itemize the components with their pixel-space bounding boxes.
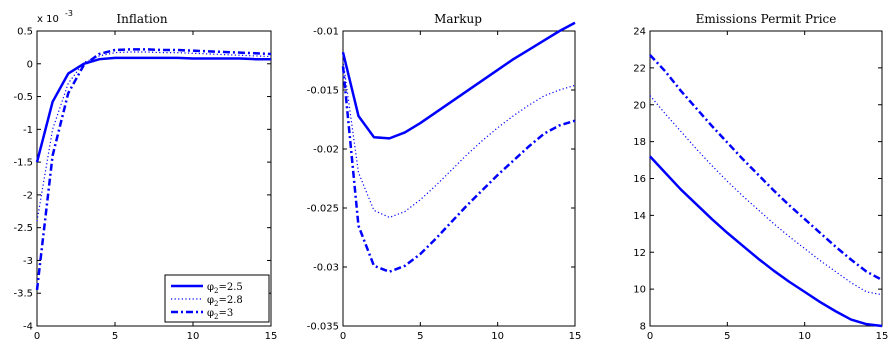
y-tick-label: 10: [633, 285, 646, 296]
y-tick-label: -0.025: [307, 204, 339, 215]
y-tick-label: 0: [27, 59, 33, 70]
series-line-dashdot: [341, 66, 576, 273]
y-tick-label: 0.5: [17, 27, 33, 38]
series-line-solid: [649, 155, 883, 328]
y-tick-label: -1.5: [13, 158, 33, 169]
y-tick-label: -2: [23, 190, 33, 201]
x-tick-label: 0: [647, 331, 653, 342]
panel-title-inflation: Inflation: [116, 12, 168, 26]
y-tick-label: -3.5: [13, 289, 33, 300]
exponent-label: x 10 -3: [37, 9, 73, 25]
x-tick-label: 15: [569, 331, 582, 342]
legend-label-2: φ2=2.8: [207, 295, 243, 308]
panel-title-markup: Markup: [434, 12, 482, 26]
y-tick-label: -2.5: [13, 223, 33, 234]
y-tick-label: -0.5: [13, 92, 33, 103]
series-line-solid: [341, 21, 576, 140]
x-tick-label: 10: [187, 331, 200, 342]
y-tick-label: -4: [23, 322, 33, 333]
x-tick-label: 10: [798, 331, 811, 342]
y-tick-label: -0.01: [313, 27, 339, 38]
ticks-markup: 0 5 10 15 -0.035 -0.03 -0.025 -0.02 -0.015 -0.01: [307, 27, 582, 343]
panel-title-emissions: Emissions Permit Price: [696, 12, 837, 26]
y-tick-label: 18: [633, 137, 646, 148]
series-line-dashdot: [35, 48, 272, 291]
y-tick-label: 22: [633, 63, 646, 74]
exponent-power: -3: [65, 9, 73, 18]
x-tick-label: 10: [491, 331, 504, 342]
y-tick-label: -0.03: [313, 263, 339, 274]
x-tick-label: 15: [876, 331, 889, 342]
y-tick-label: -0.02: [313, 145, 339, 156]
y-tick-label: -0.035: [307, 322, 339, 333]
y-tick-label: 24: [633, 27, 646, 38]
series-line-solid: [35, 56, 271, 163]
axes-markup: [342, 30, 576, 327]
x-tick-label: 5: [724, 331, 730, 342]
x-tick-label: 5: [417, 331, 423, 342]
y-tick-label: 12: [633, 248, 646, 259]
y-tick-label: 20: [633, 100, 646, 111]
legend-label-3: φ2=3: [207, 308, 233, 321]
legend-label-1: φ2=2.5: [207, 282, 243, 295]
legend: φ2=2.5 φ2=2.8 φ2=3: [164, 274, 270, 323]
x-tick-label: 0: [34, 331, 40, 342]
x-tick-label: 0: [340, 331, 346, 342]
panel-inflation: Inflation x 10 -3 0 5 10 15 -4 -3.5 -3 -2.5 -2 -1…: [13, 9, 277, 342]
series-lines-markup: [341, 21, 576, 273]
y-tick-label: -3: [23, 256, 33, 267]
x-tick-label: 15: [265, 331, 278, 342]
series-lines-emissions: [649, 54, 883, 328]
y-tick-label: 16: [633, 174, 646, 185]
exponent-text: x 10: [37, 14, 59, 25]
x-tick-label: 5: [112, 331, 118, 342]
y-tick-label: -1: [23, 125, 33, 136]
panel-markup: Markup 0 5 10 15 -0.035 -0.03 -0.025 -0.02 -0.01…: [307, 12, 582, 342]
ticks-emissions: 0 5 10 15 8 10 12 14 16 18 20 22 24: [633, 27, 888, 343]
y-tick-label: 14: [633, 211, 646, 222]
series-line-dotted: [342, 60, 576, 219]
y-tick-label: 8: [640, 322, 646, 333]
y-tick-label: -0.015: [307, 86, 339, 97]
series-line-dotted: [36, 51, 272, 222]
series-lines-inflation: [35, 48, 272, 291]
ticks-inflation: 0 5 10 15 -4 -3.5 -3 -2.5 -2 -1.5 -1 -0.5 0 0.5: [13, 27, 277, 343]
panel-emissions-permit-price: Emissions Permit Price 0 5 10 15 8 10 12 14 16 18…: [633, 12, 888, 342]
axes-emissions: [649, 30, 883, 327]
